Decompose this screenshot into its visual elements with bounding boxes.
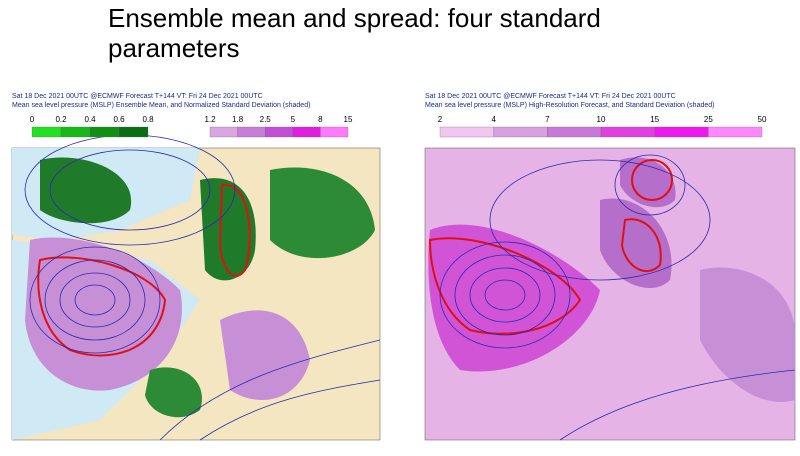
map-header: Mean sea level pressure (MSLP) Ensemble …: [12, 102, 310, 109]
scale-label: 5: [291, 115, 296, 124]
scale-label: 2.5: [260, 115, 272, 124]
color-swatch: [493, 126, 548, 138]
left-map: [11, 134, 381, 441]
scale-label: 25: [704, 115, 713, 124]
color-swatch: [439, 126, 494, 138]
scale-label: 10: [597, 115, 606, 124]
scale-label: 0.2: [55, 115, 67, 124]
scale-label: 2: [438, 115, 443, 124]
scale-label: 1.8: [232, 115, 244, 124]
scale-label: 8: [318, 115, 323, 124]
scale-label: 0.6: [113, 115, 125, 124]
color-swatch: [320, 126, 349, 138]
color-swatch: [89, 126, 120, 138]
color-swatch: [31, 126, 62, 138]
map-header: Sat 18 Dec 2021 00UTC @ECMWF Forecast T+…: [425, 93, 676, 100]
color-swatch: [708, 126, 763, 138]
scale-label: 0: [30, 115, 35, 124]
scale-label: 4: [491, 115, 496, 124]
scale-label: 1.2: [204, 115, 216, 124]
right-map: [424, 147, 796, 441]
color-swatch: [209, 126, 238, 138]
scale-label: 15: [344, 115, 353, 124]
color-swatch: [60, 126, 91, 138]
map-header: Mean sea level pressure (MSLP) High-Reso…: [425, 102, 714, 109]
scale-label: 7: [545, 115, 550, 124]
color-swatch: [237, 126, 266, 138]
color-swatch: [547, 126, 602, 138]
color-swatch: [600, 126, 655, 138]
scale-label: 0.4: [84, 115, 96, 124]
slide-title: Ensemble mean and spread: four standard: [108, 3, 601, 33]
color-scales: 0 0.2 0.4 0.6 0.8 1.2 1.8 2.5 5 8 15 2 4 7 10 15 25 50: [30, 115, 767, 138]
color-swatch: [654, 126, 709, 138]
slide-title: parameters: [108, 33, 240, 63]
color-swatch: [292, 126, 321, 138]
color-swatch: [265, 126, 293, 138]
scale-label: 0.8: [142, 115, 154, 124]
map-header: Sat 18 Dec 2021 00UTC @ECMWF Forecast T+…: [12, 93, 263, 100]
color-swatch: [118, 126, 149, 138]
scale-label: 15: [650, 115, 659, 124]
scale-label: 50: [758, 115, 767, 124]
